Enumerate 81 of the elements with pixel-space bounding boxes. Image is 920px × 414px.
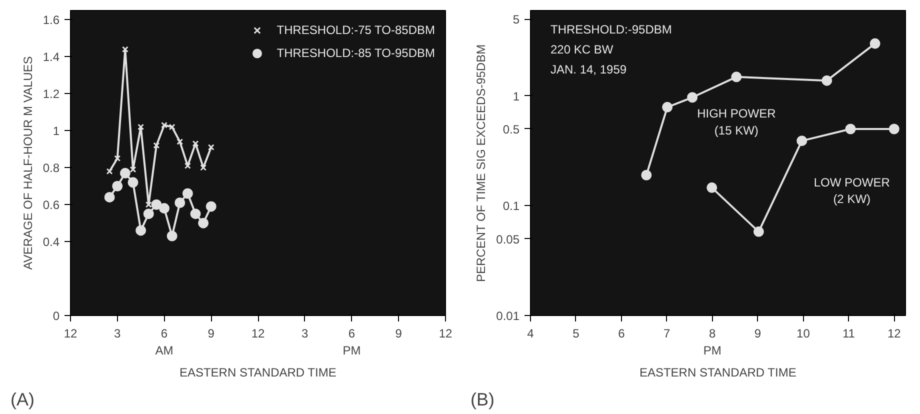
point [641, 170, 652, 180]
x-tick-label: 11 [842, 326, 856, 340]
x-tick-label: 5 [572, 326, 580, 340]
x-tick-label: 9 [208, 326, 215, 340]
y-axis-title: AVERAGE OF HALF-HOUR M VALUES [20, 56, 35, 270]
x-tick-label: 12 [438, 326, 452, 340]
point [706, 182, 718, 193]
y-tick-label: 0 [52, 309, 60, 323]
point [206, 201, 216, 212]
x-tick-label: 6 [618, 326, 626, 340]
point [687, 92, 698, 103]
y-tick-label: 1 [512, 89, 520, 104]
point [796, 136, 808, 146]
x-tick-label: 8 PM [703, 326, 722, 358]
y-tick-label: 1.4 [42, 50, 60, 64]
y-tick-label: 0.1 [502, 199, 520, 214]
point [176, 138, 184, 145]
point [888, 124, 900, 134]
point [153, 142, 160, 149]
point [159, 203, 170, 214]
annotation: JAN. 14, 1959 [550, 62, 627, 76]
point [822, 75, 832, 86]
point [182, 188, 193, 199]
point [112, 180, 123, 192]
point [114, 155, 121, 162]
point [184, 162, 191, 169]
x-tick-label: 6 AM [155, 326, 174, 358]
point [208, 144, 214, 151]
x-axis-title: EASTERN STANDARD TIME [639, 365, 796, 380]
y-tick-label: 1.6 [42, 13, 60, 28]
series-label: HIGH POWER (15 KW) [697, 106, 776, 138]
point [753, 226, 764, 237]
text: LOW POWER (2 KW) [814, 175, 890, 206]
y-tick-label: 0.5 [502, 122, 520, 136]
x-tick-label: 3 [302, 326, 309, 340]
point [845, 124, 856, 134]
point [190, 208, 201, 220]
point [731, 72, 742, 82]
point [136, 225, 146, 236]
x-tick-label: 3 [114, 326, 122, 340]
point [151, 199, 162, 210]
point [166, 230, 178, 242]
y-axis-title: PERCENT OF TIME SIG EXCEEDS-95DBM [474, 44, 488, 282]
text: (B) [470, 390, 494, 410]
point [192, 140, 199, 147]
point [138, 124, 144, 130]
x-tick-label: 7 [664, 326, 671, 340]
point [662, 102, 673, 112]
y-tick-label: 0.6 [42, 198, 60, 212]
point [130, 166, 136, 173]
y-tick-label: 0.8 [42, 161, 60, 176]
x-tick-label: 12 [64, 326, 78, 340]
legend-label: THRESHOLD:-85 TO-95DBM [276, 46, 435, 60]
point [174, 198, 186, 208]
point [870, 38, 880, 49]
point [122, 46, 128, 53]
x-tick-label: 4 [527, 326, 534, 340]
x-tick-label: 6 PM [342, 326, 361, 358]
point [104, 192, 115, 202]
point [200, 164, 207, 171]
y-tick-label: 1.2 [42, 87, 60, 102]
x-tick-label: 9 [754, 326, 762, 340]
point [145, 201, 152, 208]
x-tick-label: 10 [796, 326, 810, 340]
y-tick-label: 0.4 [42, 235, 60, 250]
legend-label: THRESHOLD:-75 TO-85DBM [276, 23, 435, 37]
x-tick-label: 9 [395, 326, 402, 340]
annotation: THRESHOLD:-95DBM [550, 22, 672, 36]
point [120, 168, 130, 178]
x-tick-label: 12 [251, 326, 265, 340]
x-axis-title: EASTERN STANDARD TIME [179, 365, 336, 380]
point [143, 208, 154, 220]
y-tick-label: 0.05 [496, 232, 520, 246]
text: (A) [10, 390, 34, 410]
point [128, 177, 138, 188]
y-tick-label: 1 [52, 124, 60, 138]
y-tick-label: 0.01 [496, 309, 520, 323]
annotation: 220 KC BW [550, 42, 614, 56]
y-tick-label: 5 [512, 12, 520, 27]
point [198, 218, 209, 228]
x-tick-label: 12 [887, 326, 902, 340]
